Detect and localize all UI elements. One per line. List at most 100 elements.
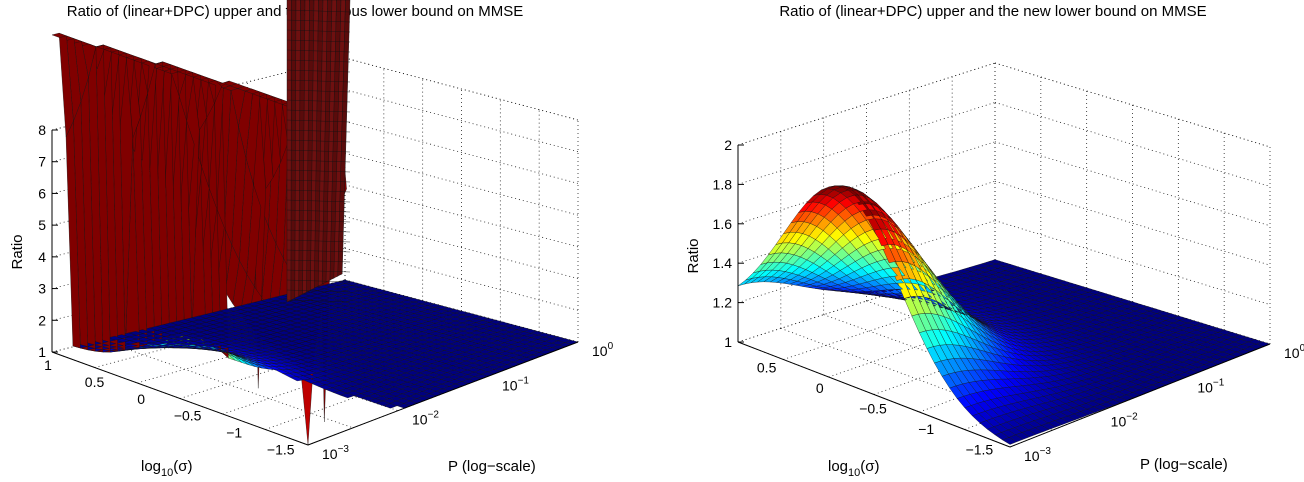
z-tick-label: 4 — [38, 249, 46, 265]
p-tick-label: 10−1 — [1197, 377, 1224, 395]
ridge-patch — [329, 0, 342, 281]
p-tick-base: 10 — [502, 377, 518, 393]
p-tick-base: 10 — [1197, 379, 1213, 395]
p-tick-label: 100 — [1284, 343, 1304, 361]
grid-line — [737, 62, 996, 146]
z-tick-label: 6 — [38, 185, 46, 201]
z-tick-label: 7 — [38, 154, 46, 170]
grid-line — [780, 327, 1054, 431]
grid-line — [100, 339, 354, 429]
ridge-line — [286, 219, 351, 223]
grid-line — [344, 184, 579, 248]
p-tick-exp: −3 — [338, 444, 350, 455]
ridge-line — [286, 79, 351, 83]
grid-line — [222, 320, 501, 415]
p-tick-base: 10 — [322, 446, 338, 462]
ridge-line — [286, 189, 351, 193]
p-tick-exp: −2 — [428, 410, 440, 421]
p-axis-line — [307, 341, 579, 446]
sigma-tick-label: −1 — [226, 425, 242, 441]
grid-line — [823, 314, 1097, 414]
chart-new-bound: Ratio of (linear+DPC) upper and the new … — [685, 3, 1304, 479]
ridge-line — [286, 239, 351, 243]
p-axis-label: P (log−scale) — [448, 458, 536, 475]
sigma-axis-label: log10(σ) — [141, 458, 193, 479]
p-tick-exp: −1 — [518, 375, 530, 386]
ridge-line — [286, 19, 351, 23]
p-tick-base: 10 — [592, 343, 608, 359]
axes — [51, 130, 579, 446]
p-tick-label: 10−1 — [502, 375, 529, 393]
p-tick-exp: −2 — [1126, 412, 1138, 423]
ridge-line — [286, 269, 351, 273]
sigma-axis-line — [737, 341, 1011, 448]
p-tick-base: 10 — [1284, 345, 1300, 361]
ridge-patch — [321, 0, 333, 285]
sigma-tick-label: 1 — [44, 357, 52, 373]
ridge-line — [286, 39, 351, 43]
ridge-line — [286, 29, 351, 33]
ridge-line — [286, 69, 351, 73]
ridge-line — [286, 159, 351, 163]
p-tick-exp: −3 — [1040, 446, 1052, 457]
z-tick-label: 1.6 — [713, 216, 733, 232]
z-tick-label: 2 — [38, 312, 46, 328]
grid-line — [344, 247, 579, 311]
sigma-label-base: log — [141, 458, 161, 475]
ridge-patch — [306, 0, 315, 293]
sigma-tick-label: 0 — [137, 391, 145, 407]
surface — [737, 185, 1271, 445]
sigma-tick-label: −0.5 — [174, 408, 202, 424]
surface-patch — [51, 32, 68, 38]
ridge-line — [286, 109, 351, 113]
grid-line — [265, 331, 540, 430]
p-axis-line — [1009, 343, 1271, 448]
sigma-label-sub: 10 — [848, 467, 860, 479]
p-axis-label: P (log−scale) — [1140, 456, 1228, 473]
ridge-line — [286, 279, 351, 283]
ridge-line — [286, 89, 351, 93]
p-tick-base: 10 — [412, 412, 428, 428]
ridge-line — [286, 149, 351, 153]
ridge-line — [286, 119, 351, 123]
z-tick-label: 1.4 — [713, 255, 733, 271]
z-tick-label: 1.8 — [713, 176, 733, 192]
p-tick-exp: −1 — [1213, 377, 1225, 388]
grid-line — [344, 152, 579, 216]
ridge-line — [286, 9, 351, 13]
ridge-line — [286, 59, 351, 63]
surface-patch — [737, 278, 753, 287]
grid-line — [344, 121, 579, 184]
ridge-line — [286, 139, 351, 143]
ridge-patch — [317, 0, 328, 287]
p-tick-exp: 0 — [608, 341, 614, 352]
p-tick-label: 10−2 — [1111, 412, 1138, 430]
grid-line — [737, 141, 996, 225]
sigma-label-sub: 10 — [161, 467, 173, 479]
sigma-ticks: 1 0.5 0 −0.5 −1 −1.5 — [44, 357, 295, 458]
grid-line — [344, 57, 579, 121]
p-tick-label: 10−2 — [412, 410, 439, 428]
z-ticks: 1 2 3 4 5 6 7 8 — [38, 122, 58, 360]
surface-ridge — [286, 0, 351, 303]
grid-line — [737, 102, 996, 185]
ridge-line — [286, 129, 351, 133]
sigma-ticks: 0.5 0 −0.5 −1 −1.5 — [757, 360, 994, 458]
chart-previous-bound: Ratio of (linear+DPC) upper and the prev… — [9, 0, 614, 479]
z-tick-label: 1.2 — [713, 295, 733, 311]
z-tick-label: 1 — [38, 344, 46, 360]
grid-line — [737, 220, 996, 303]
p-tick-label: 10−3 — [1024, 446, 1051, 464]
ridge-patch — [337, 0, 351, 277]
z-tick-label: 5 — [38, 217, 46, 233]
ridge-line — [286, 199, 351, 203]
ridge-line — [286, 99, 351, 103]
z-tick-label: 8 — [38, 122, 46, 138]
z-tick-label: 3 — [38, 281, 46, 297]
sigma-tick-label: 0.5 — [85, 374, 105, 390]
sigma-tick-label: −1.5 — [267, 442, 295, 458]
axes — [737, 145, 1271, 448]
sigma-tick-label: −1 — [918, 421, 934, 437]
